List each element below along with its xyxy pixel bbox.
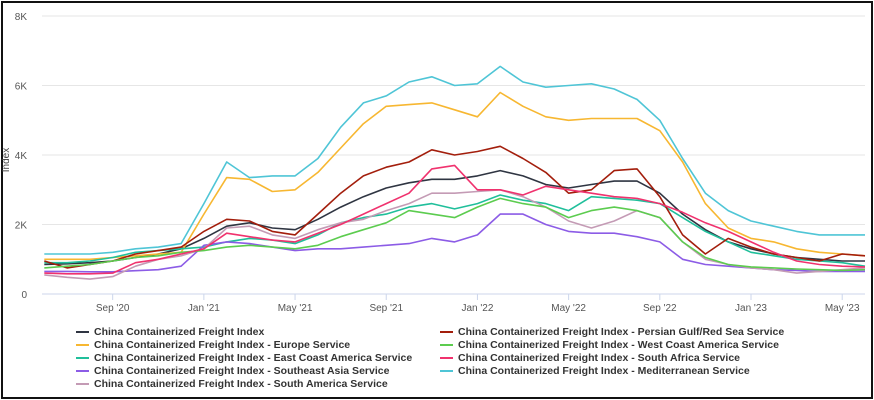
y-tick-label: 6K [15, 82, 28, 93]
x-tick-label: Jan '21 [188, 303, 220, 314]
x-tick-label: Jan '22 [461, 303, 493, 314]
legend-swatch [76, 357, 89, 359]
legend-label: China Containerized Freight Index [94, 326, 265, 338]
legend-item[interactable]: China Containerized Freight Index - West… [440, 339, 779, 351]
x-tick-label: May '22 [551, 303, 586, 314]
x-tick-label: May '21 [278, 303, 313, 314]
legend-item[interactable]: China Containerized Freight Index - Sout… [440, 352, 740, 364]
legend-swatch [440, 370, 453, 372]
legend-item[interactable]: China Containerized Freight Index - Medi… [440, 365, 750, 377]
y-tick-label: 2K [15, 221, 28, 232]
y-tick-label: 4K [15, 151, 28, 162]
legend-swatch [440, 357, 453, 359]
legend-label: China Containerized Freight Index - Euro… [94, 339, 351, 351]
legend-label: China Containerized Freight Index - East… [94, 352, 413, 364]
y-tick-label: 8K [15, 12, 28, 23]
series-line [44, 197, 866, 272]
legend-item[interactable]: China Containerized Freight Index - Pers… [440, 326, 784, 338]
legend-item[interactable]: China Containerized Freight Index - East… [76, 352, 412, 364]
legend-swatch [440, 331, 453, 333]
legend-swatch [76, 344, 89, 346]
x-tick-label: Sep '22 [643, 303, 677, 314]
legend-swatch [76, 383, 89, 385]
y-tick-label: 0 [21, 290, 27, 301]
legend-label: China Containerized Freight Index - Sout… [458, 352, 740, 364]
series-line [44, 145, 866, 269]
legend-item[interactable]: China Containerized Freight Index - Sout… [76, 378, 388, 390]
legend-label: China Containerized Freight Index - Sout… [94, 365, 390, 377]
series-line [44, 65, 865, 255]
legend-label: China Containerized Freight Index - Medi… [458, 365, 750, 377]
series-line [44, 91, 866, 261]
legend-item[interactable]: China Containerized Freight Index [76, 326, 264, 338]
legend-label: China Containerized Freight Index - Pers… [458, 326, 785, 338]
x-tick-label: May '23 [825, 303, 860, 314]
legend-swatch [76, 370, 89, 372]
legend-label: China Containerized Freight Index - West… [458, 339, 779, 351]
x-tick-label: Sep '21 [369, 303, 403, 314]
y-axis-label: Index [1, 148, 12, 172]
legend-item[interactable]: China Containerized Freight Index - Sout… [76, 365, 389, 377]
legend-swatch [76, 331, 89, 333]
legend-swatch [440, 344, 453, 346]
x-tick-label: Jan '23 [735, 303, 767, 314]
series-line [44, 194, 866, 267]
series-line [44, 213, 865, 273]
legend-label: China Containerized Freight Index - Sout… [94, 378, 388, 390]
x-tick-label: Sep '20 [96, 303, 130, 314]
series-line [44, 164, 866, 275]
legend-item[interactable]: China Containerized Freight Index - Euro… [76, 339, 350, 351]
